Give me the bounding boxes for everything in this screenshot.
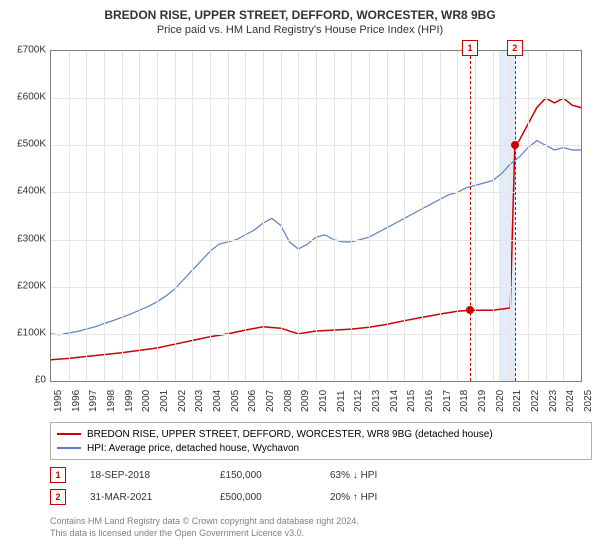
y-tick-label: £700K — [17, 45, 46, 56]
x-tick-label: 2024 — [565, 390, 576, 412]
x-tick-label: 2001 — [159, 390, 170, 412]
event-pct: 20% ↑ HPI — [330, 492, 480, 503]
x-tick-label: 2005 — [230, 390, 241, 412]
legend-swatch-icon — [57, 433, 81, 435]
y-tick-label: £100K — [17, 327, 46, 338]
legend: BREDON RISE, UPPER STREET, DEFFORD, WORC… — [50, 422, 592, 460]
event-marker-icon: 1 — [50, 467, 66, 483]
event-row: 2 31-MAR-2021 £500,000 20% ↑ HPI — [50, 486, 580, 508]
event-date: 31-MAR-2021 — [90, 492, 220, 503]
x-tick-label: 2013 — [371, 390, 382, 412]
legend-label: BREDON RISE, UPPER STREET, DEFFORD, WORC… — [87, 429, 493, 440]
x-tick-label: 2006 — [247, 390, 258, 412]
event-marker-icon: 1 — [462, 40, 478, 56]
x-tick-label: 2019 — [477, 390, 488, 412]
y-tick-label: £400K — [17, 186, 46, 197]
chart-title: BREDON RISE, UPPER STREET, DEFFORD, WORC… — [0, 0, 600, 22]
x-tick-label: 2009 — [300, 390, 311, 412]
x-tick-label: 2008 — [283, 390, 294, 412]
x-tick-label: 2004 — [212, 390, 223, 412]
x-tick-label: 2022 — [530, 390, 541, 412]
legend-swatch-icon — [57, 447, 81, 449]
event-row: 1 18-SEP-2018 £150,000 63% ↓ HPI — [50, 464, 580, 486]
footer-text: Contains HM Land Registry data © Crown c… — [50, 516, 359, 539]
x-tick-label: 2018 — [459, 390, 470, 412]
y-tick-label: £200K — [17, 280, 46, 291]
x-tick-label: 2021 — [512, 390, 523, 412]
event-date: 18-SEP-2018 — [90, 470, 220, 481]
y-tick-label: £0 — [35, 375, 46, 386]
y-tick-label: £600K — [17, 92, 46, 103]
footer-line: Contains HM Land Registry data © Crown c… — [50, 516, 359, 528]
chart-subtitle: Price paid vs. HM Land Registry's House … — [0, 22, 600, 36]
event-table: 1 18-SEP-2018 £150,000 63% ↓ HPI 2 31-MA… — [50, 464, 580, 508]
x-tick-label: 2012 — [353, 390, 364, 412]
x-tick-label: 2002 — [177, 390, 188, 412]
legend-item: HPI: Average price, detached house, Wych… — [57, 441, 585, 455]
y-tick-label: £500K — [17, 139, 46, 150]
event-marker-icon: 2 — [50, 489, 66, 505]
x-tick-label: 2023 — [548, 390, 559, 412]
legend-item: BREDON RISE, UPPER STREET, DEFFORD, WORC… — [57, 427, 585, 441]
x-tick-label: 2014 — [389, 390, 400, 412]
x-tick-label: 2015 — [406, 390, 417, 412]
x-tick-label: 1999 — [124, 390, 135, 412]
event-marker-icon: 2 — [507, 40, 523, 56]
x-tick-label: 2011 — [336, 390, 347, 412]
x-tick-label: 2017 — [442, 390, 453, 412]
y-tick-label: £300K — [17, 233, 46, 244]
x-tick-label: 1998 — [106, 390, 117, 412]
x-tick-label: 2003 — [194, 390, 205, 412]
x-tick-label: 1997 — [88, 390, 99, 412]
x-tick-label: 2000 — [141, 390, 152, 412]
event-price: £500,000 — [220, 492, 330, 503]
plot-area — [50, 50, 582, 382]
x-tick-label: 2010 — [318, 390, 329, 412]
footer-line: This data is licensed under the Open Gov… — [50, 528, 359, 540]
x-tick-label: 2020 — [495, 390, 506, 412]
x-tick-label: 2007 — [265, 390, 276, 412]
x-tick-label: 1995 — [53, 390, 64, 412]
x-tick-label: 2016 — [424, 390, 435, 412]
event-pct: 63% ↓ HPI — [330, 470, 480, 481]
event-price: £150,000 — [220, 470, 330, 481]
chart-container: BREDON RISE, UPPER STREET, DEFFORD, WORC… — [0, 0, 600, 560]
x-tick-label: 2025 — [583, 390, 594, 412]
legend-label: HPI: Average price, detached house, Wych… — [87, 443, 299, 454]
x-tick-label: 1996 — [71, 390, 82, 412]
